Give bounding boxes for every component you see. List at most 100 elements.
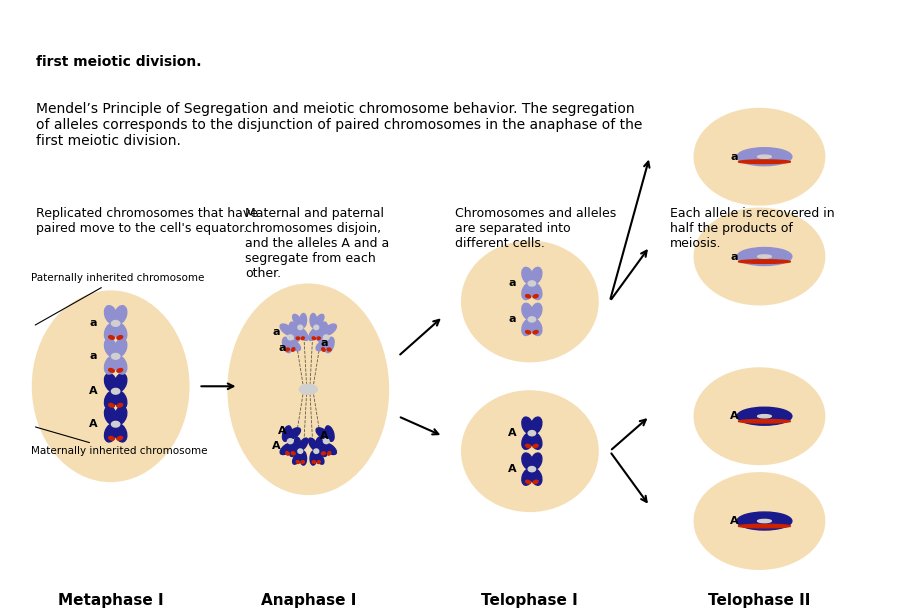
Ellipse shape <box>530 319 541 335</box>
Text: A: A <box>730 516 738 526</box>
Ellipse shape <box>111 421 119 427</box>
Text: Paternally inherited chromosome: Paternally inherited chromosome <box>30 274 204 325</box>
Ellipse shape <box>323 443 336 455</box>
Ellipse shape <box>532 444 538 447</box>
Text: Metaphase I: Metaphase I <box>58 593 164 608</box>
Text: Telophase I: Telophase I <box>481 593 578 608</box>
Text: Telophase II: Telophase II <box>708 593 810 608</box>
Ellipse shape <box>532 294 538 298</box>
Ellipse shape <box>301 461 304 463</box>
Ellipse shape <box>530 304 541 319</box>
Text: a: a <box>507 278 515 288</box>
Ellipse shape <box>530 417 541 433</box>
Ellipse shape <box>228 285 388 494</box>
Ellipse shape <box>317 337 320 340</box>
Ellipse shape <box>528 317 535 322</box>
Ellipse shape <box>525 294 530 298</box>
Ellipse shape <box>525 330 530 334</box>
Text: a: a <box>730 152 737 162</box>
Text: A: A <box>89 386 98 396</box>
Ellipse shape <box>324 337 334 353</box>
Ellipse shape <box>521 433 532 449</box>
Text: A: A <box>320 431 328 441</box>
Ellipse shape <box>298 328 308 340</box>
Ellipse shape <box>694 209 823 304</box>
Text: Replicated chromosomes that have
paired move to the cell's equator.: Replicated chromosomes that have paired … <box>36 207 257 234</box>
Ellipse shape <box>756 155 770 159</box>
Ellipse shape <box>736 147 791 166</box>
Ellipse shape <box>314 315 323 327</box>
Ellipse shape <box>327 348 331 351</box>
Ellipse shape <box>117 403 122 407</box>
Ellipse shape <box>317 461 320 463</box>
Ellipse shape <box>525 480 530 483</box>
Text: a: a <box>278 343 286 353</box>
Ellipse shape <box>105 406 117 424</box>
Ellipse shape <box>521 453 532 469</box>
Text: Anaphase I: Anaphase I <box>260 593 356 608</box>
Ellipse shape <box>296 461 300 463</box>
Ellipse shape <box>530 469 541 485</box>
Ellipse shape <box>298 438 308 450</box>
Ellipse shape <box>33 291 188 481</box>
Ellipse shape <box>294 437 301 452</box>
Ellipse shape <box>108 335 114 339</box>
Ellipse shape <box>111 389 119 394</box>
Ellipse shape <box>316 339 329 351</box>
Ellipse shape <box>282 337 291 353</box>
Ellipse shape <box>316 428 329 439</box>
Ellipse shape <box>738 259 789 263</box>
Ellipse shape <box>736 407 791 425</box>
Ellipse shape <box>108 403 114 407</box>
Ellipse shape <box>117 368 122 372</box>
Ellipse shape <box>310 313 316 327</box>
Ellipse shape <box>114 323 127 341</box>
Text: Maternal and paternal
chromosomes disjoin,
and the alleles A and a
segregate fro: Maternal and paternal chromosomes disjoi… <box>245 207 390 280</box>
Text: A: A <box>272 441 280 451</box>
Ellipse shape <box>117 436 122 440</box>
Ellipse shape <box>530 283 541 300</box>
Ellipse shape <box>528 466 535 472</box>
Ellipse shape <box>532 480 538 483</box>
Ellipse shape <box>114 424 127 442</box>
Text: Chromosomes and alleles
are separated into
different cells.: Chromosomes and alleles are separated in… <box>455 207 616 250</box>
Text: A: A <box>278 426 287 436</box>
Ellipse shape <box>114 338 127 357</box>
Ellipse shape <box>291 348 294 351</box>
Ellipse shape <box>756 255 770 258</box>
Ellipse shape <box>321 452 325 455</box>
Ellipse shape <box>324 426 334 441</box>
Text: Mendel’s Principle of Segregation and meiotic chromosome behavior. The segregati: Mendel’s Principle of Segregation and me… <box>36 102 641 148</box>
Ellipse shape <box>521 267 532 283</box>
Text: A: A <box>89 419 98 429</box>
Ellipse shape <box>287 339 301 351</box>
Ellipse shape <box>292 452 302 464</box>
Ellipse shape <box>532 330 538 334</box>
Text: Each allele is recovered in
half the products of
meiosis.: Each allele is recovered in half the pro… <box>669 207 834 250</box>
Ellipse shape <box>525 444 530 447</box>
Ellipse shape <box>114 391 127 409</box>
Ellipse shape <box>313 325 318 330</box>
Text: a: a <box>730 252 737 261</box>
Ellipse shape <box>528 431 535 436</box>
Ellipse shape <box>108 368 114 372</box>
Ellipse shape <box>114 356 127 374</box>
Ellipse shape <box>282 426 291 441</box>
Ellipse shape <box>736 247 791 266</box>
Ellipse shape <box>296 337 300 340</box>
Ellipse shape <box>300 313 306 327</box>
Text: a: a <box>90 351 97 361</box>
Ellipse shape <box>105 356 117 374</box>
Ellipse shape <box>694 109 823 204</box>
Ellipse shape <box>461 242 597 361</box>
Ellipse shape <box>114 406 127 424</box>
Ellipse shape <box>528 281 535 286</box>
Ellipse shape <box>114 305 127 324</box>
Ellipse shape <box>323 335 329 340</box>
Ellipse shape <box>323 439 329 444</box>
Text: A: A <box>507 464 516 474</box>
Ellipse shape <box>105 424 117 442</box>
Ellipse shape <box>294 327 301 341</box>
Ellipse shape <box>117 335 122 339</box>
Ellipse shape <box>105 323 117 341</box>
